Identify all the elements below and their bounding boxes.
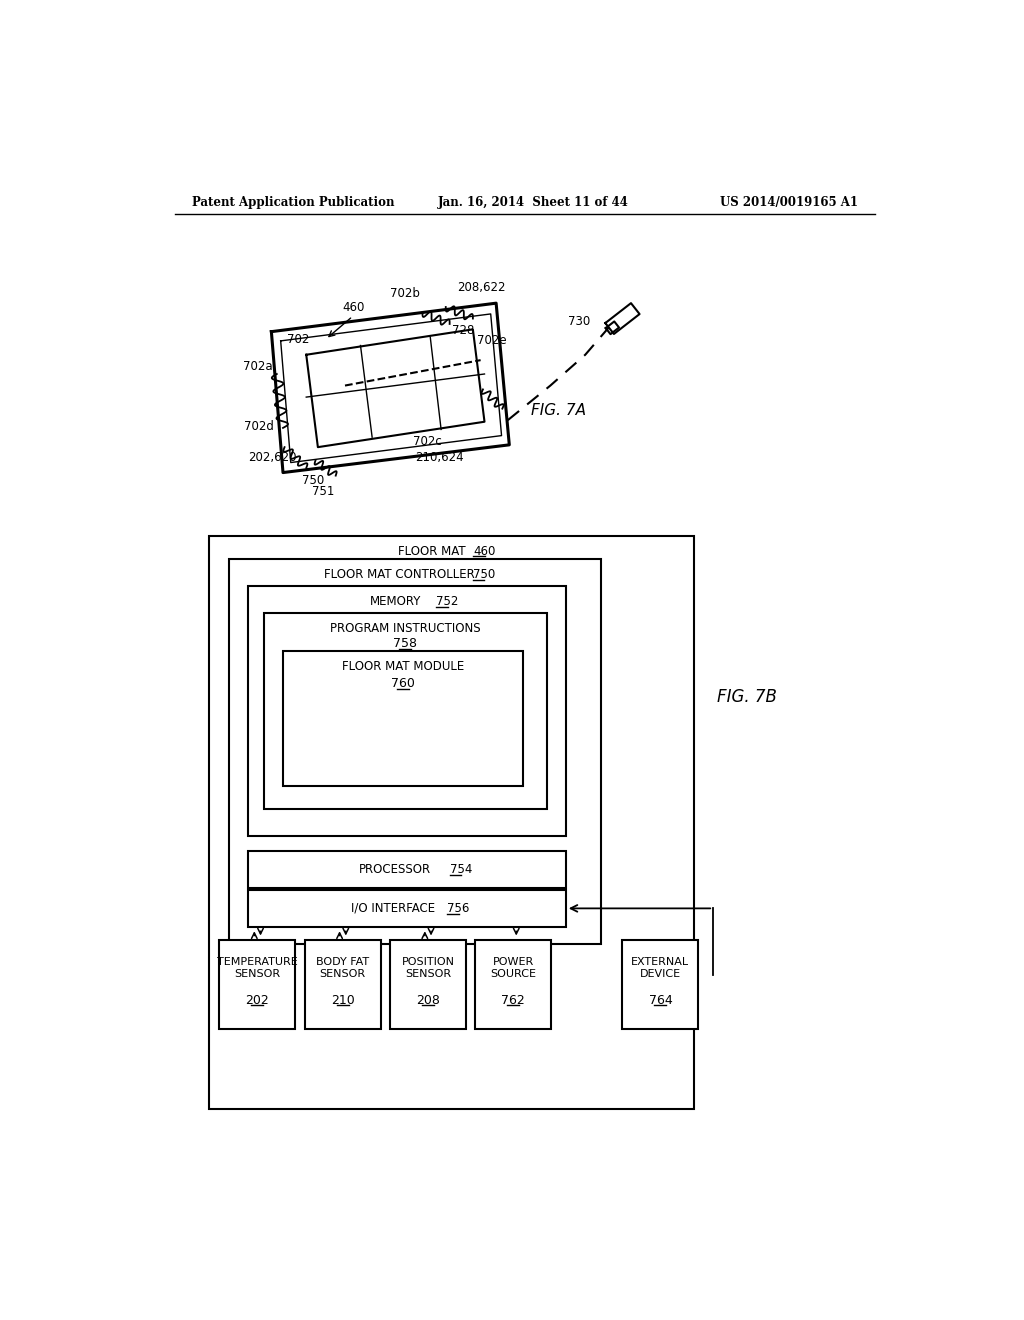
Text: 728: 728: [452, 323, 474, 337]
Text: SENSOR: SENSOR: [404, 969, 451, 979]
Text: 208: 208: [416, 994, 440, 1007]
Text: EXTERNAL: EXTERNAL: [632, 957, 689, 966]
Text: 750: 750: [302, 474, 325, 487]
Text: 202,620: 202,620: [248, 450, 297, 463]
Text: 762: 762: [502, 994, 525, 1007]
Text: 750: 750: [473, 568, 496, 581]
Text: FIG. 7A: FIG. 7A: [531, 404, 586, 418]
Text: FLOOR MAT: FLOOR MAT: [398, 545, 466, 557]
Text: PROCESSOR: PROCESSOR: [359, 863, 431, 876]
Text: 760: 760: [391, 677, 415, 690]
Text: SOURCE: SOURCE: [490, 969, 537, 979]
Text: SENSOR: SENSOR: [234, 969, 281, 979]
Bar: [475, 940, 551, 1028]
Text: SENSOR: SENSOR: [319, 969, 366, 979]
Bar: [623, 940, 698, 1028]
Text: 460: 460: [343, 301, 365, 314]
Text: 702c: 702c: [414, 436, 442, 449]
Text: POWER: POWER: [493, 957, 534, 966]
Bar: [390, 940, 466, 1028]
Text: TEMPERATURE: TEMPERATURE: [217, 957, 298, 966]
Text: 702d: 702d: [245, 420, 274, 433]
Text: 764: 764: [648, 994, 673, 1007]
Text: MEMORY: MEMORY: [370, 594, 421, 607]
Text: 754: 754: [450, 863, 472, 876]
Bar: [305, 940, 381, 1028]
Text: 702e: 702e: [477, 334, 507, 347]
Text: 210,624: 210,624: [415, 450, 464, 463]
Text: 702b: 702b: [390, 286, 420, 300]
Text: FIG. 7B: FIG. 7B: [717, 689, 777, 706]
Text: 752: 752: [436, 594, 459, 607]
Bar: [248, 851, 566, 888]
Text: 758: 758: [393, 638, 417, 649]
Text: 702: 702: [287, 333, 309, 346]
Bar: [209, 536, 693, 1109]
Text: 210: 210: [331, 994, 354, 1007]
Text: PROGRAM INSTRUCTIONS: PROGRAM INSTRUCTIONS: [330, 622, 480, 635]
Text: FLOOR MAT CONTROLLER: FLOOR MAT CONTROLLER: [324, 568, 475, 581]
Text: 751: 751: [312, 484, 335, 498]
Bar: [283, 651, 523, 785]
Text: Jan. 16, 2014  Sheet 11 of 44: Jan. 16, 2014 Sheet 11 of 44: [438, 195, 629, 209]
Text: Patent Application Publication: Patent Application Publication: [191, 195, 394, 209]
Text: POSITION: POSITION: [401, 957, 455, 966]
Bar: [219, 940, 295, 1028]
Bar: [228, 558, 601, 944]
Text: 756: 756: [447, 902, 470, 915]
Text: DEVICE: DEVICE: [640, 969, 681, 979]
Text: I/O INTERFACE: I/O INTERFACE: [351, 902, 435, 915]
Text: 202: 202: [246, 994, 269, 1007]
Text: US 2014/0019165 A1: US 2014/0019165 A1: [720, 195, 858, 209]
Text: 730: 730: [568, 315, 591, 329]
Text: FLOOR MAT MODULE: FLOOR MAT MODULE: [342, 660, 464, 673]
Text: 460: 460: [473, 545, 496, 557]
Bar: [263, 612, 547, 809]
Bar: [248, 586, 566, 836]
Text: 702a: 702a: [243, 360, 272, 372]
Text: BODY FAT: BODY FAT: [316, 957, 370, 966]
Bar: [248, 890, 566, 927]
Text: 208,622: 208,622: [458, 281, 506, 294]
